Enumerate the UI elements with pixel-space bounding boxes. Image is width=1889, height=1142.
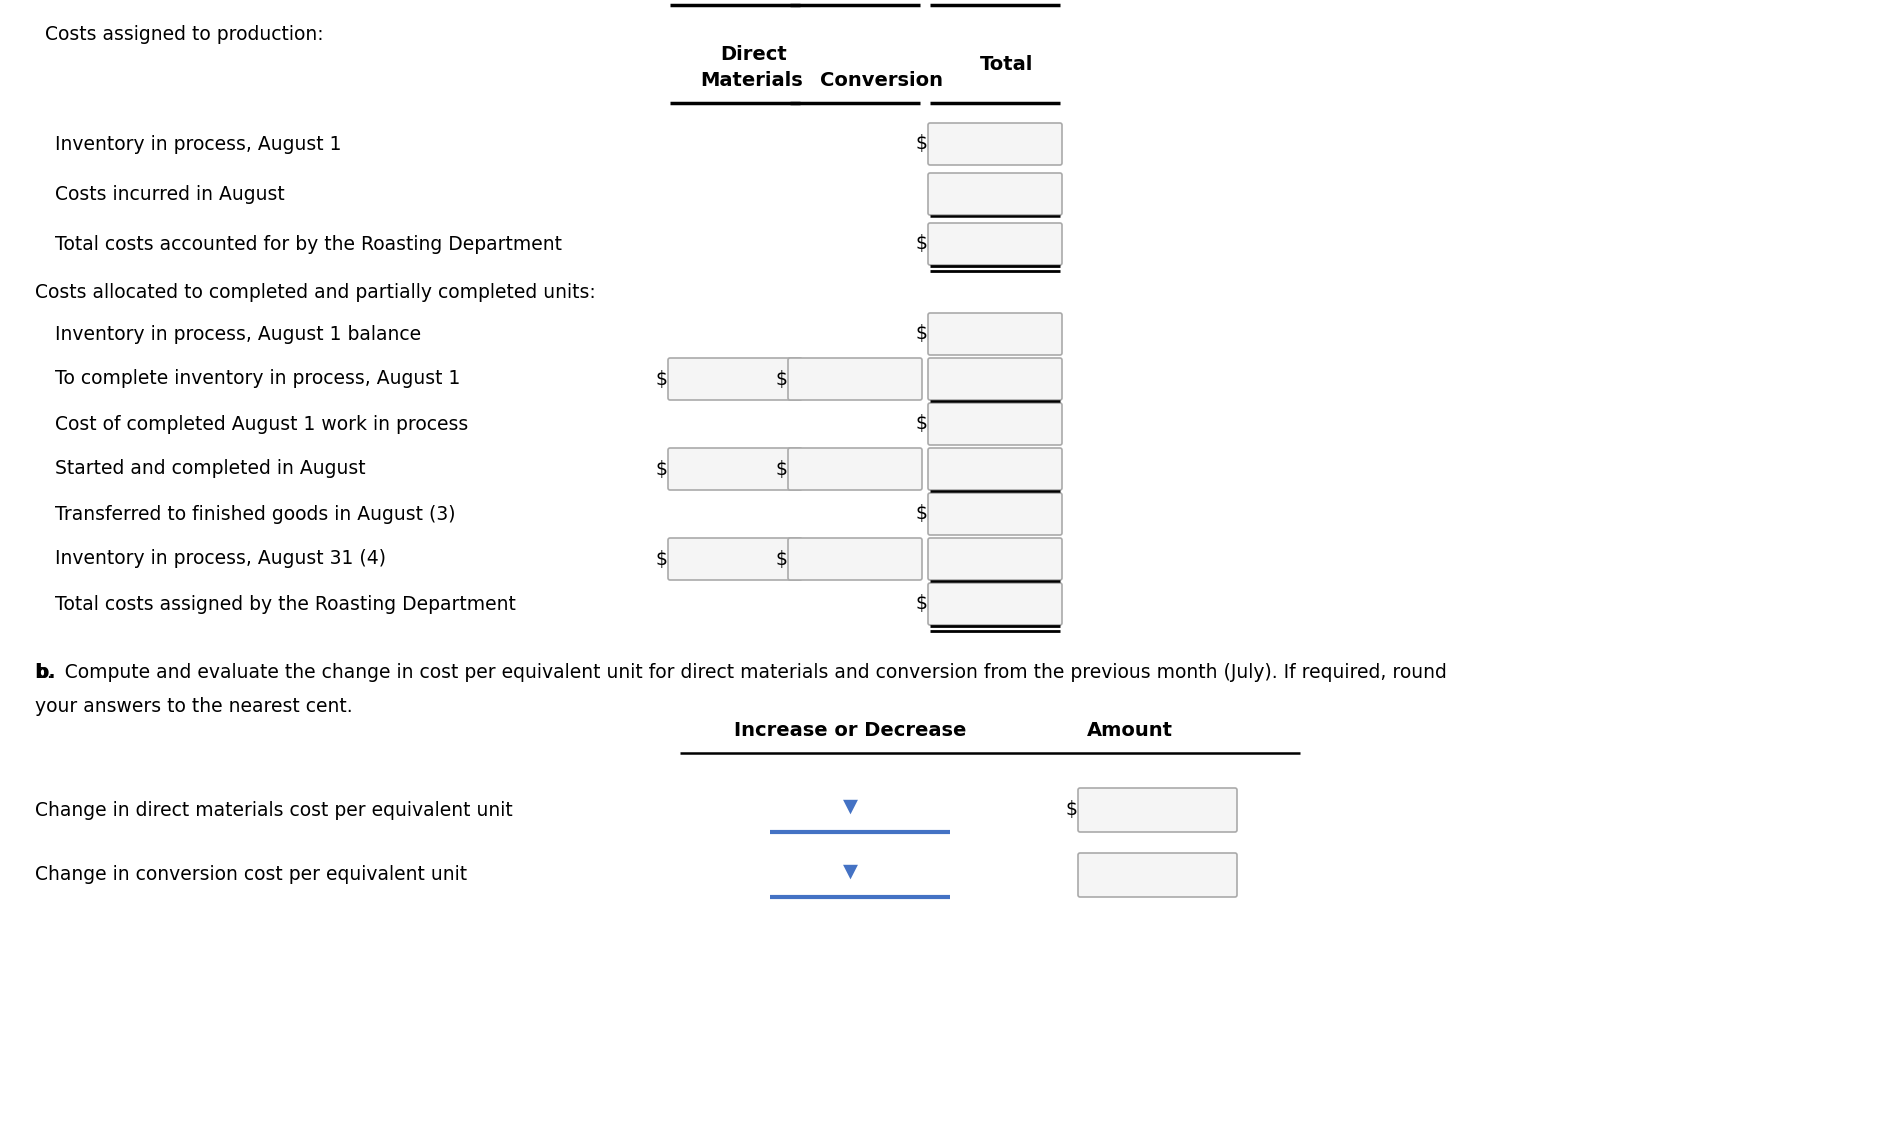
Text: $: $ xyxy=(774,459,786,478)
Text: Total costs accounted for by the Roasting Department: Total costs accounted for by the Roastin… xyxy=(55,234,561,254)
Text: b.  Compute and evaluate the change in cost per equivalent unit for direct mater: b. Compute and evaluate the change in co… xyxy=(36,662,1447,682)
Text: Started and completed in August: Started and completed in August xyxy=(55,459,365,478)
FancyBboxPatch shape xyxy=(667,357,801,400)
Text: To complete inventory in process, August 1: To complete inventory in process, August… xyxy=(55,370,461,388)
Text: $: $ xyxy=(655,370,667,388)
Text: $: $ xyxy=(914,595,926,613)
Text: Costs assigned to production:: Costs assigned to production: xyxy=(45,25,323,45)
FancyBboxPatch shape xyxy=(788,538,922,580)
FancyBboxPatch shape xyxy=(667,448,801,490)
FancyBboxPatch shape xyxy=(927,223,1062,265)
Text: Inventory in process, August 1 balance: Inventory in process, August 1 balance xyxy=(55,324,421,344)
FancyBboxPatch shape xyxy=(927,538,1062,580)
Text: ▼: ▼ xyxy=(842,796,858,815)
FancyBboxPatch shape xyxy=(1077,853,1235,896)
Text: $: $ xyxy=(914,505,926,523)
Text: Inventory in process, August 31 (4): Inventory in process, August 31 (4) xyxy=(55,549,385,569)
FancyBboxPatch shape xyxy=(667,538,801,580)
FancyBboxPatch shape xyxy=(927,403,1062,445)
FancyBboxPatch shape xyxy=(788,448,922,490)
Text: Direct: Direct xyxy=(720,46,786,64)
FancyBboxPatch shape xyxy=(927,172,1062,215)
Text: $: $ xyxy=(655,459,667,478)
Text: Cost of completed August 1 work in process: Cost of completed August 1 work in proce… xyxy=(55,415,468,434)
Text: $: $ xyxy=(774,549,786,569)
FancyBboxPatch shape xyxy=(927,448,1062,490)
FancyBboxPatch shape xyxy=(1077,788,1235,833)
Text: ▼: ▼ xyxy=(842,861,858,880)
Text: Total: Total xyxy=(980,56,1033,74)
FancyBboxPatch shape xyxy=(927,357,1062,400)
Text: $: $ xyxy=(914,415,926,434)
Text: Amount: Amount xyxy=(1086,721,1173,740)
Text: $: $ xyxy=(914,324,926,344)
Text: Costs incurred in August: Costs incurred in August xyxy=(55,185,285,203)
FancyBboxPatch shape xyxy=(927,493,1062,534)
FancyBboxPatch shape xyxy=(927,584,1062,625)
Text: your answers to the nearest cent.: your answers to the nearest cent. xyxy=(36,698,353,716)
Text: $: $ xyxy=(774,370,786,388)
Text: $: $ xyxy=(914,234,926,254)
Text: Inventory in process, August 1: Inventory in process, August 1 xyxy=(55,135,342,153)
Text: Materials: Materials xyxy=(699,71,803,89)
Text: Conversion: Conversion xyxy=(820,71,943,89)
Text: $: $ xyxy=(1065,801,1077,820)
FancyBboxPatch shape xyxy=(788,357,922,400)
Text: Change in direct materials cost per equivalent unit: Change in direct materials cost per equi… xyxy=(36,801,512,820)
FancyBboxPatch shape xyxy=(927,313,1062,355)
Text: Total costs assigned by the Roasting Department: Total costs assigned by the Roasting Dep… xyxy=(55,595,516,613)
Text: Increase or Decrease: Increase or Decrease xyxy=(733,721,965,740)
Text: b.: b. xyxy=(36,662,55,682)
Text: Change in conversion cost per equivalent unit: Change in conversion cost per equivalent… xyxy=(36,866,467,885)
Text: Transferred to finished goods in August (3): Transferred to finished goods in August … xyxy=(55,505,455,523)
FancyBboxPatch shape xyxy=(927,123,1062,164)
Text: Costs allocated to completed and partially completed units:: Costs allocated to completed and partial… xyxy=(36,282,595,301)
Text: $: $ xyxy=(655,549,667,569)
Text: $: $ xyxy=(914,135,926,153)
